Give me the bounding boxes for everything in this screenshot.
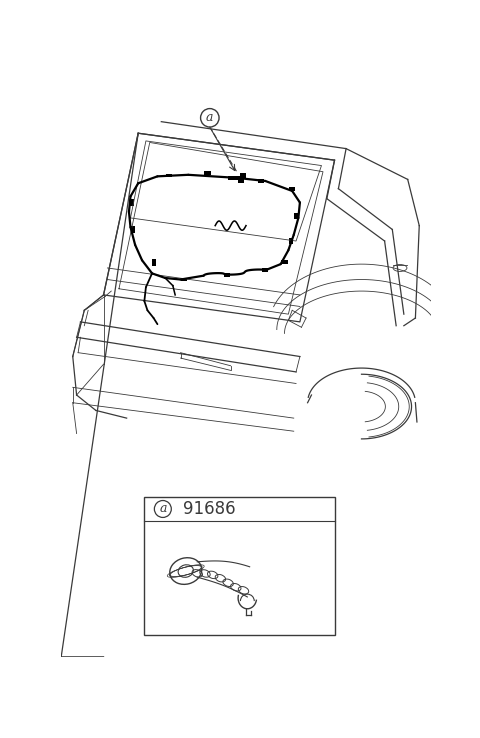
Bar (289, 187, 295, 190)
Bar (234, 176, 240, 180)
Bar (152, 260, 156, 266)
Bar (262, 269, 268, 272)
Bar (258, 179, 264, 183)
Text: a: a (159, 503, 167, 515)
Bar (240, 173, 246, 178)
Bar (281, 260, 288, 263)
Bar (294, 213, 298, 219)
Bar (238, 179, 244, 183)
Bar (181, 277, 188, 281)
Bar (234, 176, 240, 180)
Bar (131, 227, 135, 232)
Bar (166, 173, 172, 178)
Text: 91686: 91686 (183, 500, 236, 518)
Bar (204, 171, 211, 175)
Bar (228, 176, 234, 180)
Bar (130, 199, 134, 206)
Bar (224, 273, 230, 277)
Bar (289, 238, 293, 244)
Text: a: a (206, 111, 214, 124)
Bar (144, 497, 335, 635)
